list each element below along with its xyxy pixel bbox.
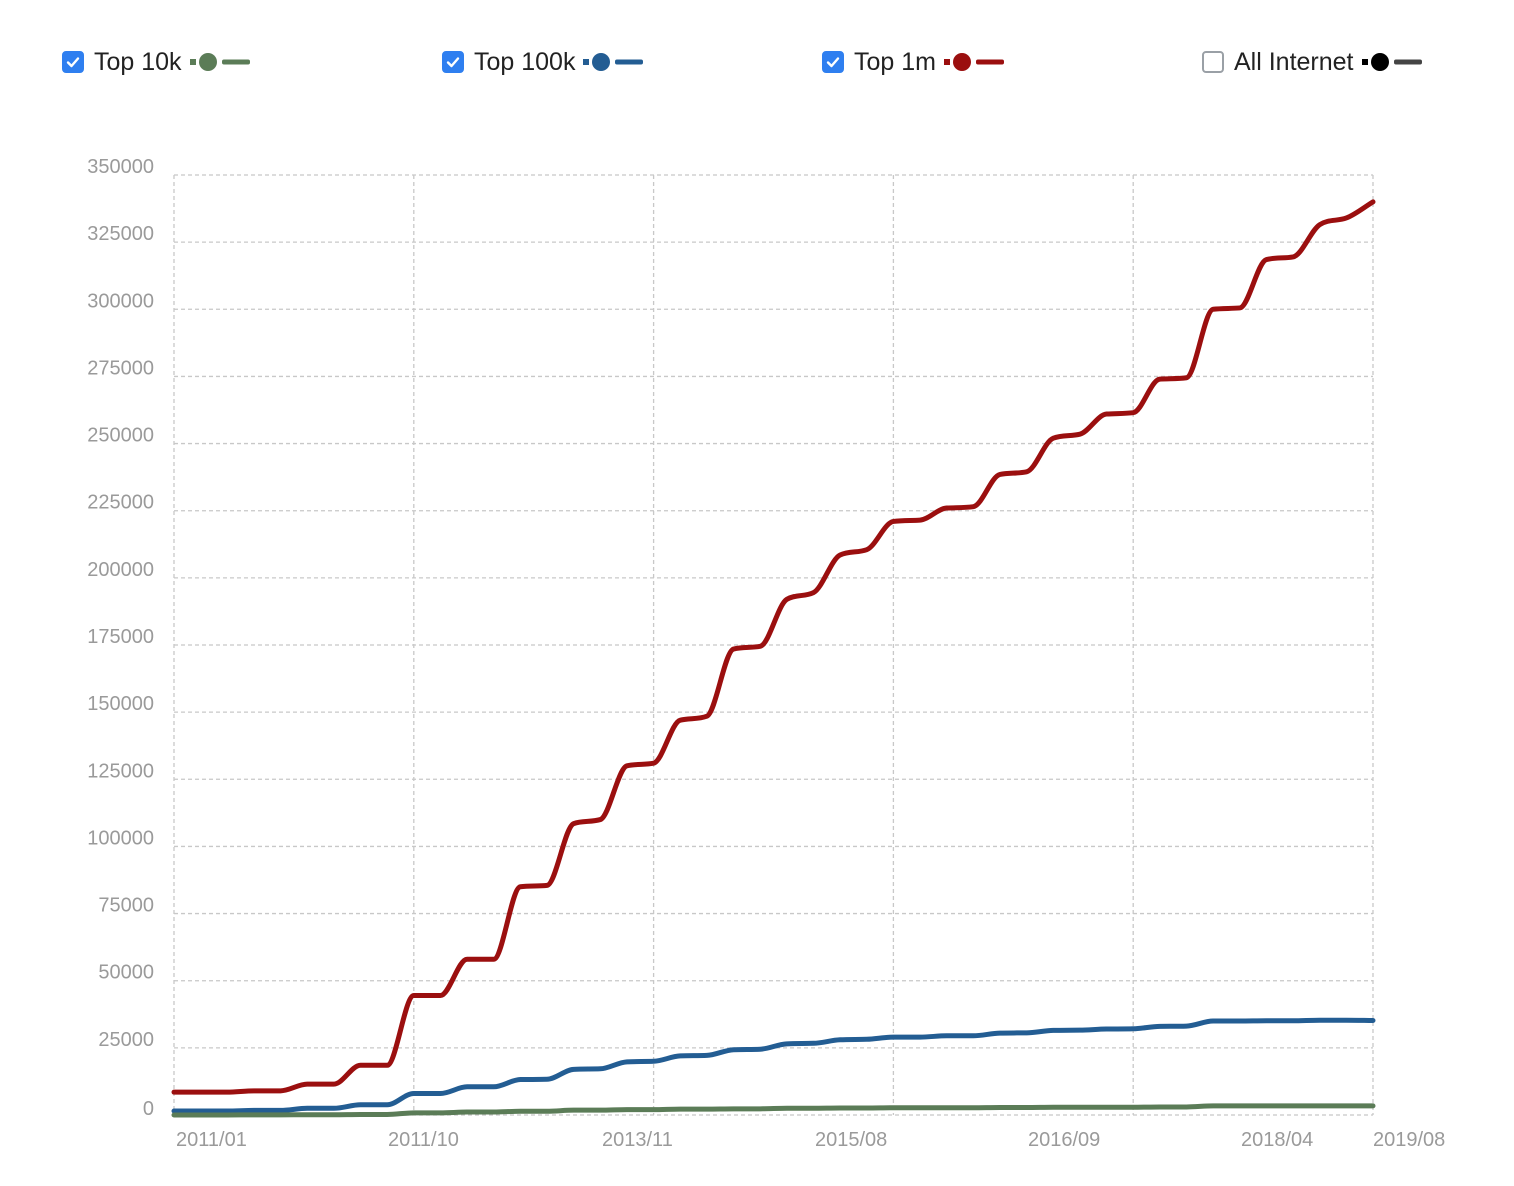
y-tick-label: 225000	[87, 492, 154, 514]
y-tick-label: 25000	[98, 1029, 154, 1051]
legend-label: Top 100k	[474, 47, 576, 76]
legend-swatch-all-internet	[1361, 53, 1422, 71]
y-tick-label: 275000	[87, 357, 154, 379]
y-tick-label: 325000	[87, 223, 154, 245]
legend-swatch-top-1m	[943, 53, 1004, 71]
series-line-top-1m	[171, 199, 1376, 1095]
legend-item-top-10k[interactable]: Top 10k	[62, 44, 252, 80]
x-tick-label: 2016/09	[1028, 1129, 1100, 1151]
checkbox-checked-icon[interactable]	[442, 51, 464, 73]
legend-swatch-top-10k	[189, 53, 250, 71]
legend-item-all-internet[interactable]: All Internet	[1202, 44, 1424, 80]
y-axis-tick-labels: 0 25000 50000 75000 100000 125000 150000 175000…	[87, 156, 154, 1120]
x-tick-label: 2011/10	[388, 1129, 459, 1151]
checkbox-checked-icon[interactable]	[62, 51, 84, 73]
x-tick-label: 2019/08	[1373, 1129, 1445, 1151]
legend-swatch-top-100k	[583, 53, 644, 71]
checkbox-checked-icon[interactable]	[822, 51, 844, 73]
y-tick-label: 100000	[87, 827, 154, 849]
x-tick-label: 2018/04	[1241, 1129, 1313, 1151]
x-tick-label: 2011/01	[176, 1129, 247, 1151]
y-tick-label: 150000	[87, 693, 154, 715]
y-tick-label: 125000	[87, 760, 154, 782]
x-tick-label: 2013/11	[602, 1129, 673, 1151]
y-tick-label: 0	[143, 1098, 154, 1120]
y-tick-label: 75000	[98, 895, 154, 917]
legend-label: Top 10k	[94, 47, 182, 76]
legend-label: All Internet	[1234, 47, 1354, 76]
y-tick-label: 300000	[87, 290, 154, 312]
y-tick-label: 250000	[87, 425, 154, 447]
chart-series	[171, 199, 1376, 1118]
series-line-top-100k	[171, 1017, 1376, 1114]
y-tick-label: 50000	[98, 962, 154, 984]
legend-item-top-100k[interactable]: Top 100k	[442, 44, 645, 80]
y-tick-label: 350000	[87, 156, 154, 178]
x-tick-label: 2015/08	[815, 1129, 887, 1151]
y-tick-label: 175000	[87, 626, 154, 648]
legend-item-top-1m[interactable]: Top 1m	[822, 44, 1006, 80]
series-line-top-10k	[171, 1103, 1376, 1118]
legend-label: Top 1m	[854, 47, 936, 76]
y-tick-label: 200000	[87, 559, 154, 581]
x-axis-tick-labels: 2011/01 2011/10 2013/11 2015/08 2016/09 2018/…	[176, 1129, 1445, 1151]
checkbox-unchecked-icon[interactable]	[1202, 51, 1224, 73]
chart-grid	[173, 174, 1374, 1116]
